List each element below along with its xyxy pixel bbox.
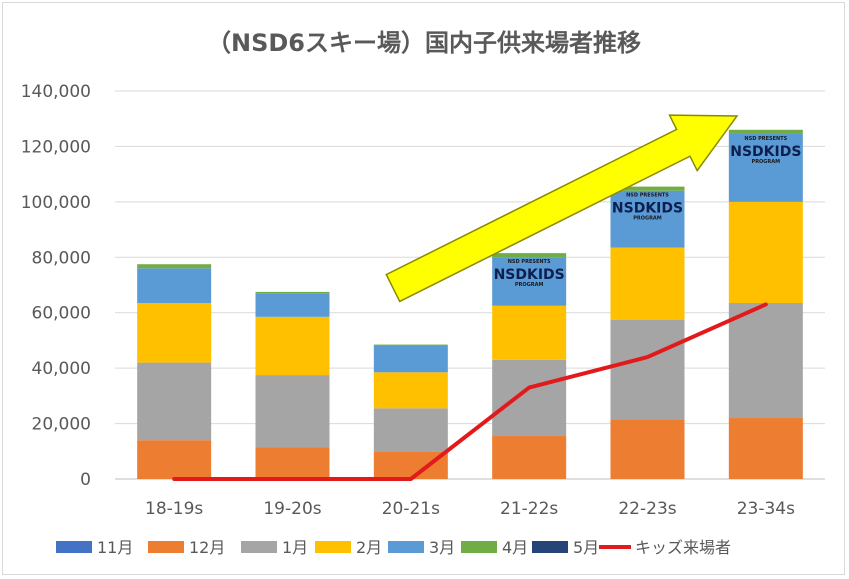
y-axis-ticks: 0 20,000 40,000 60,000 80,000 100,000 120,000 1… [21,82,91,490]
chart-title: （NSD6スキー場）国内子供来場者推移 [207,29,641,57]
bar-segment [373,451,448,479]
bar-segment [610,190,685,248]
y-tick-label: 20,000 [32,415,91,435]
logo-text-main: NSDKIDS [730,144,801,160]
logo-text-top: NSD PRESENTS [744,136,787,142]
y-tick-label: 140,000 [21,82,91,102]
bar-segment [137,440,212,479]
bar-segment [137,362,212,441]
bar-segment [728,129,803,134]
bar-segment [492,305,567,360]
legend-swatch [388,541,424,553]
legend-swatch [532,541,568,553]
legend-label: 5月 [573,538,599,557]
kids-line [172,302,768,481]
legend: 11月 12月 1月 2月 3月 4月 5月 キッズ来場者 [56,538,731,557]
x-category-label: 21-22s [500,499,558,519]
legend-swatch [241,541,277,553]
logo-text-bottom: PROGRAM [752,159,781,165]
bar-segment [492,436,567,479]
bar-segment [373,345,448,373]
bar-segment [492,253,567,258]
x-axis-categories: 18-19s 19-20s 20-21s 21-22s 22-23s 23-34s [145,499,795,519]
legend-item: 12月 [148,538,225,557]
bar-segment [728,133,803,202]
legend-label: 2月 [356,538,382,557]
bar-segment [728,201,803,304]
legend-item: 5月 [532,538,599,557]
legend-item: 1月 [241,538,308,557]
bar-segment [728,418,803,479]
bar-segment [137,303,212,363]
bar-segment [255,447,330,479]
bar-segment [373,344,448,346]
legend-swatch [148,541,184,553]
x-category-label: 19-20s [263,499,321,519]
legend-label: 11月 [97,538,133,557]
legend-item: 4月 [461,538,528,557]
legend-swatch [461,541,497,553]
x-category-label: 18-19s [145,499,203,519]
bar-segment [610,247,685,320]
bar-segment [610,319,685,420]
legend-item: 3月 [388,538,455,557]
logo-text-bottom: PROGRAM [515,282,544,288]
logo-text-bottom: PROGRAM [633,216,662,222]
bar-segment [255,316,330,376]
y-tick-label: 80,000 [32,248,91,268]
y-tick-label: 40,000 [32,359,91,379]
y-tick-label: 100,000 [21,193,91,213]
legend-label: 3月 [429,538,455,557]
logo-text-main: NSDKIDS [612,201,683,217]
legend-label: 4月 [502,538,528,557]
legend-swatch [56,541,92,553]
trend-arrow-shape [385,114,739,303]
logo-text-main: NSDKIDS [494,267,565,283]
bar-segment [610,186,685,191]
trend-arrow [385,114,739,303]
x-category-label: 20-21s [382,499,440,519]
legend-item: 11月 [56,538,133,557]
x-category-label: 23-34s [737,499,795,519]
legend-swatch [315,541,351,553]
legend-label: 12月 [189,538,225,557]
legend-label: 1月 [282,538,308,557]
legend-item: キッズ来場者 [599,538,731,557]
bar-segment [137,264,212,269]
bar-segment [137,268,212,304]
bar-segment [728,303,803,419]
legend-item: 2月 [315,538,382,557]
logo-text-top: NSD PRESENTS [508,259,551,265]
bar-segment [492,257,567,306]
logo-text-top: NSD PRESENTS [626,193,669,199]
bar-segment [255,375,330,448]
y-tick-label: 120,000 [21,137,91,157]
legend-label: キッズ来場者 [635,538,731,557]
bar-segment [255,291,330,294]
bar-segment [373,408,448,452]
bar-segment [373,372,448,409]
y-tick-label: 0 [80,470,91,490]
gridlines [115,90,825,480]
y-tick-label: 60,000 [32,304,91,324]
x-category-label: 22-23s [618,499,676,519]
kids-line-path [172,302,768,481]
bars [137,129,803,479]
bar-segment [610,419,685,479]
bar-segment [255,293,330,317]
bar-segment [492,359,567,437]
